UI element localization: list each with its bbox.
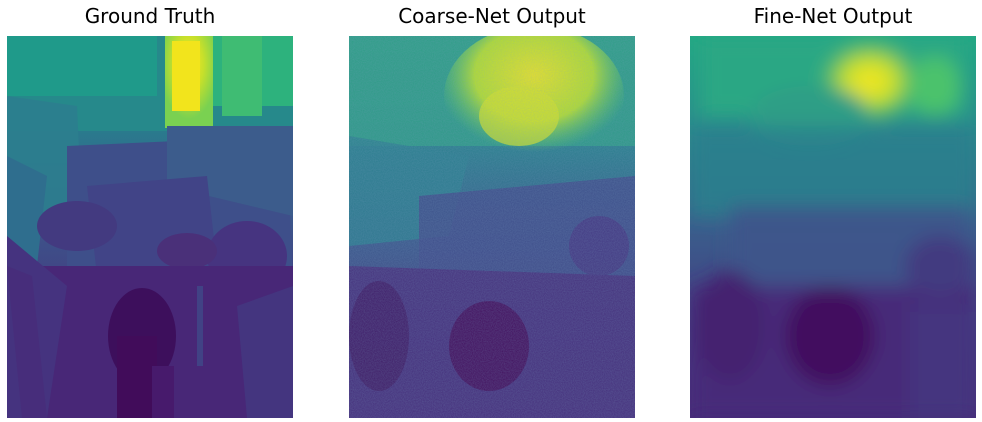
depth-map-coarse-net-output — [349, 36, 635, 418]
panel-coarse-net-output: Coarse-Net Output — [349, 0, 635, 422]
panel-title-ground-truth: Ground Truth — [84, 4, 216, 28]
depth-map-fine-net-output — [690, 36, 976, 418]
panel-title-coarse-net-output: Coarse-Net Output — [398, 4, 586, 28]
panel-fine-net-output: Fine-Net Output — [690, 0, 976, 422]
panel-title-fine-net-output: Fine-Net Output — [753, 4, 913, 28]
depth-map-ground-truth — [7, 36, 293, 418]
panel-ground-truth: Ground Truth — [7, 0, 293, 422]
